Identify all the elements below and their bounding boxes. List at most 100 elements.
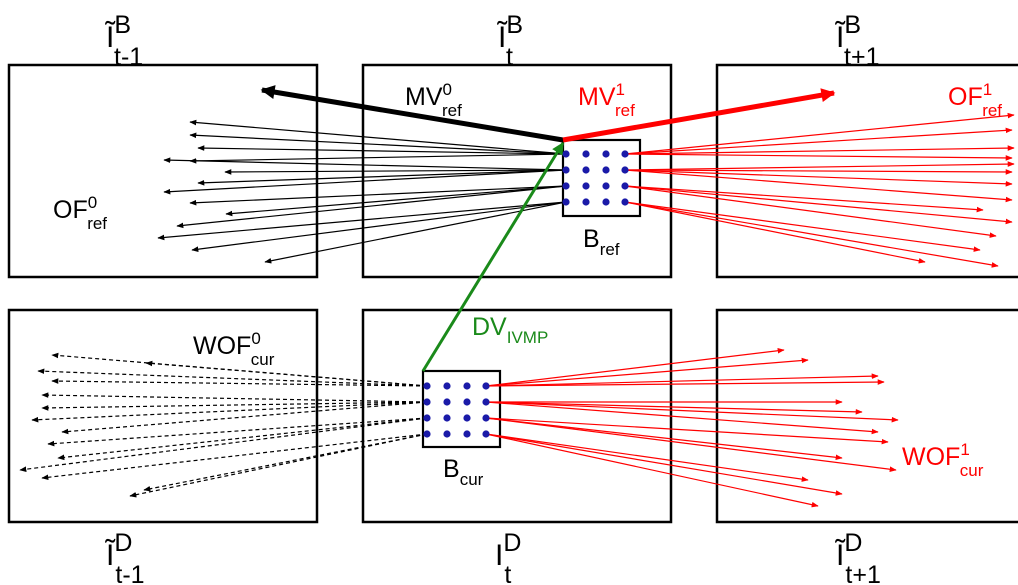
pixel-dot (562, 150, 570, 158)
pixel-dot (582, 198, 590, 206)
pixel-dot (443, 414, 451, 422)
flow-arrow (624, 153, 1013, 161)
dv-ivmp-arrow (421, 141, 565, 372)
flow-arrow (485, 417, 889, 445)
flow-arrow (624, 112, 1015, 155)
flow-arrow (624, 161, 1015, 171)
label-dv-ivmp: DVIVMP (472, 313, 548, 347)
warped-flow-cur-1-arrows (485, 347, 899, 508)
pixel-dot (602, 166, 610, 174)
flow-arrow (624, 201, 999, 268)
flow-arrow (41, 433, 428, 481)
pixel-dot (562, 182, 570, 190)
flow-arrow (143, 433, 428, 492)
pixel-dot (602, 198, 610, 206)
pixel-dot (443, 430, 451, 438)
flow-arrow (163, 169, 567, 195)
pixel-dot (423, 414, 431, 422)
flow-arrow (624, 169, 1013, 187)
pixel-dot (482, 398, 490, 406)
flow-arrow (485, 401, 863, 415)
flow-arrow (485, 433, 819, 508)
flow-arrow (485, 433, 809, 482)
flow-arrow (189, 153, 567, 164)
flow-arrow (624, 169, 1013, 203)
block-ref (561, 138, 642, 218)
pixel-dot (482, 430, 490, 438)
flow-arrow (41, 392, 428, 403)
flow-arrow (19, 417, 428, 472)
flow-arrow (145, 360, 428, 387)
pixel-dot (463, 430, 471, 438)
label-top-mid: ĨB t (496, 11, 523, 71)
flow-arrow (189, 132, 567, 155)
pixel-dot (621, 198, 629, 206)
label-bot-right: ĨD t+1 (834, 529, 881, 585)
flow-arrow (624, 185, 997, 238)
label-b-cur: Bcur (443, 455, 484, 489)
flow-arrow (485, 417, 897, 472)
flow-arrow (624, 145, 1015, 155)
pixel-dot (423, 382, 431, 390)
flow-arrow (624, 169, 1013, 175)
mv1-ref-arrow (562, 88, 836, 143)
flow-arrow (129, 433, 428, 498)
mv0-ref-arrow (260, 85, 564, 143)
flow-arrow (41, 401, 428, 411)
frame-bot-left (7, 308, 319, 524)
pixel-dot (562, 166, 570, 174)
flow-arrow (189, 185, 567, 206)
pixel-dot (562, 198, 570, 206)
flow-arrow (197, 169, 567, 186)
label-bot-left: ĨD t-1 (104, 529, 145, 585)
flow-arrow (163, 157, 567, 171)
optical-flow-ref-0-arrows (157, 119, 567, 264)
flow-arrow (37, 368, 428, 387)
flow-arrow (224, 169, 567, 175)
flow-arrow (624, 127, 1013, 155)
pixel-dot (582, 150, 590, 158)
pixel-dot (482, 382, 490, 390)
optical-flow-ref-1-arrows (624, 112, 1015, 268)
warped-flow-cur-0-arrows (19, 352, 428, 498)
pixel-dot (582, 166, 590, 174)
flow-arrow (225, 185, 567, 217)
flow-arrow (485, 347, 785, 387)
flow-arrow (485, 417, 843, 461)
flow-arrow (61, 401, 428, 435)
pixel-dot (443, 382, 451, 390)
pixel-dot (423, 398, 431, 406)
label-mv1-ref: MV1 ref (578, 80, 635, 120)
flow-arrow (264, 201, 567, 264)
pixel-dot (423, 430, 431, 438)
pixel-dot (621, 182, 629, 190)
label-top-left: ĨB t-1 (104, 11, 143, 71)
pixel-dot (621, 166, 629, 174)
flow-arrow (624, 201, 926, 264)
flow-arrow (157, 201, 567, 241)
label-of0-ref: OF0 ref (53, 193, 107, 233)
flow-arrow (197, 145, 567, 155)
label-b-ref: Bref (583, 225, 620, 259)
flow-arrow (176, 185, 567, 229)
flow-arrow (485, 373, 879, 387)
flow-arrow (485, 401, 899, 423)
flow-arrow (624, 185, 984, 213)
flow-arrow (624, 185, 1013, 225)
flow-arrow (485, 357, 809, 387)
flow-arrow (191, 201, 567, 252)
label-mv0-ref: MV0 ref (405, 80, 462, 120)
label-wof0-cur: WOF0 cur (193, 329, 275, 369)
flow-arrow (485, 379, 885, 387)
pixel-dot (463, 382, 471, 390)
flow-arrow (47, 417, 428, 447)
label-bot-mid: ID t (495, 529, 521, 585)
block-cur (421, 369, 502, 449)
flow-arrow (485, 401, 879, 435)
frame-top-left (7, 63, 319, 279)
flow-arrow (624, 201, 981, 252)
pixel-dot (582, 182, 590, 190)
label-wof1-cur: WOF1 cur (902, 440, 984, 480)
pixel-dot (463, 398, 471, 406)
